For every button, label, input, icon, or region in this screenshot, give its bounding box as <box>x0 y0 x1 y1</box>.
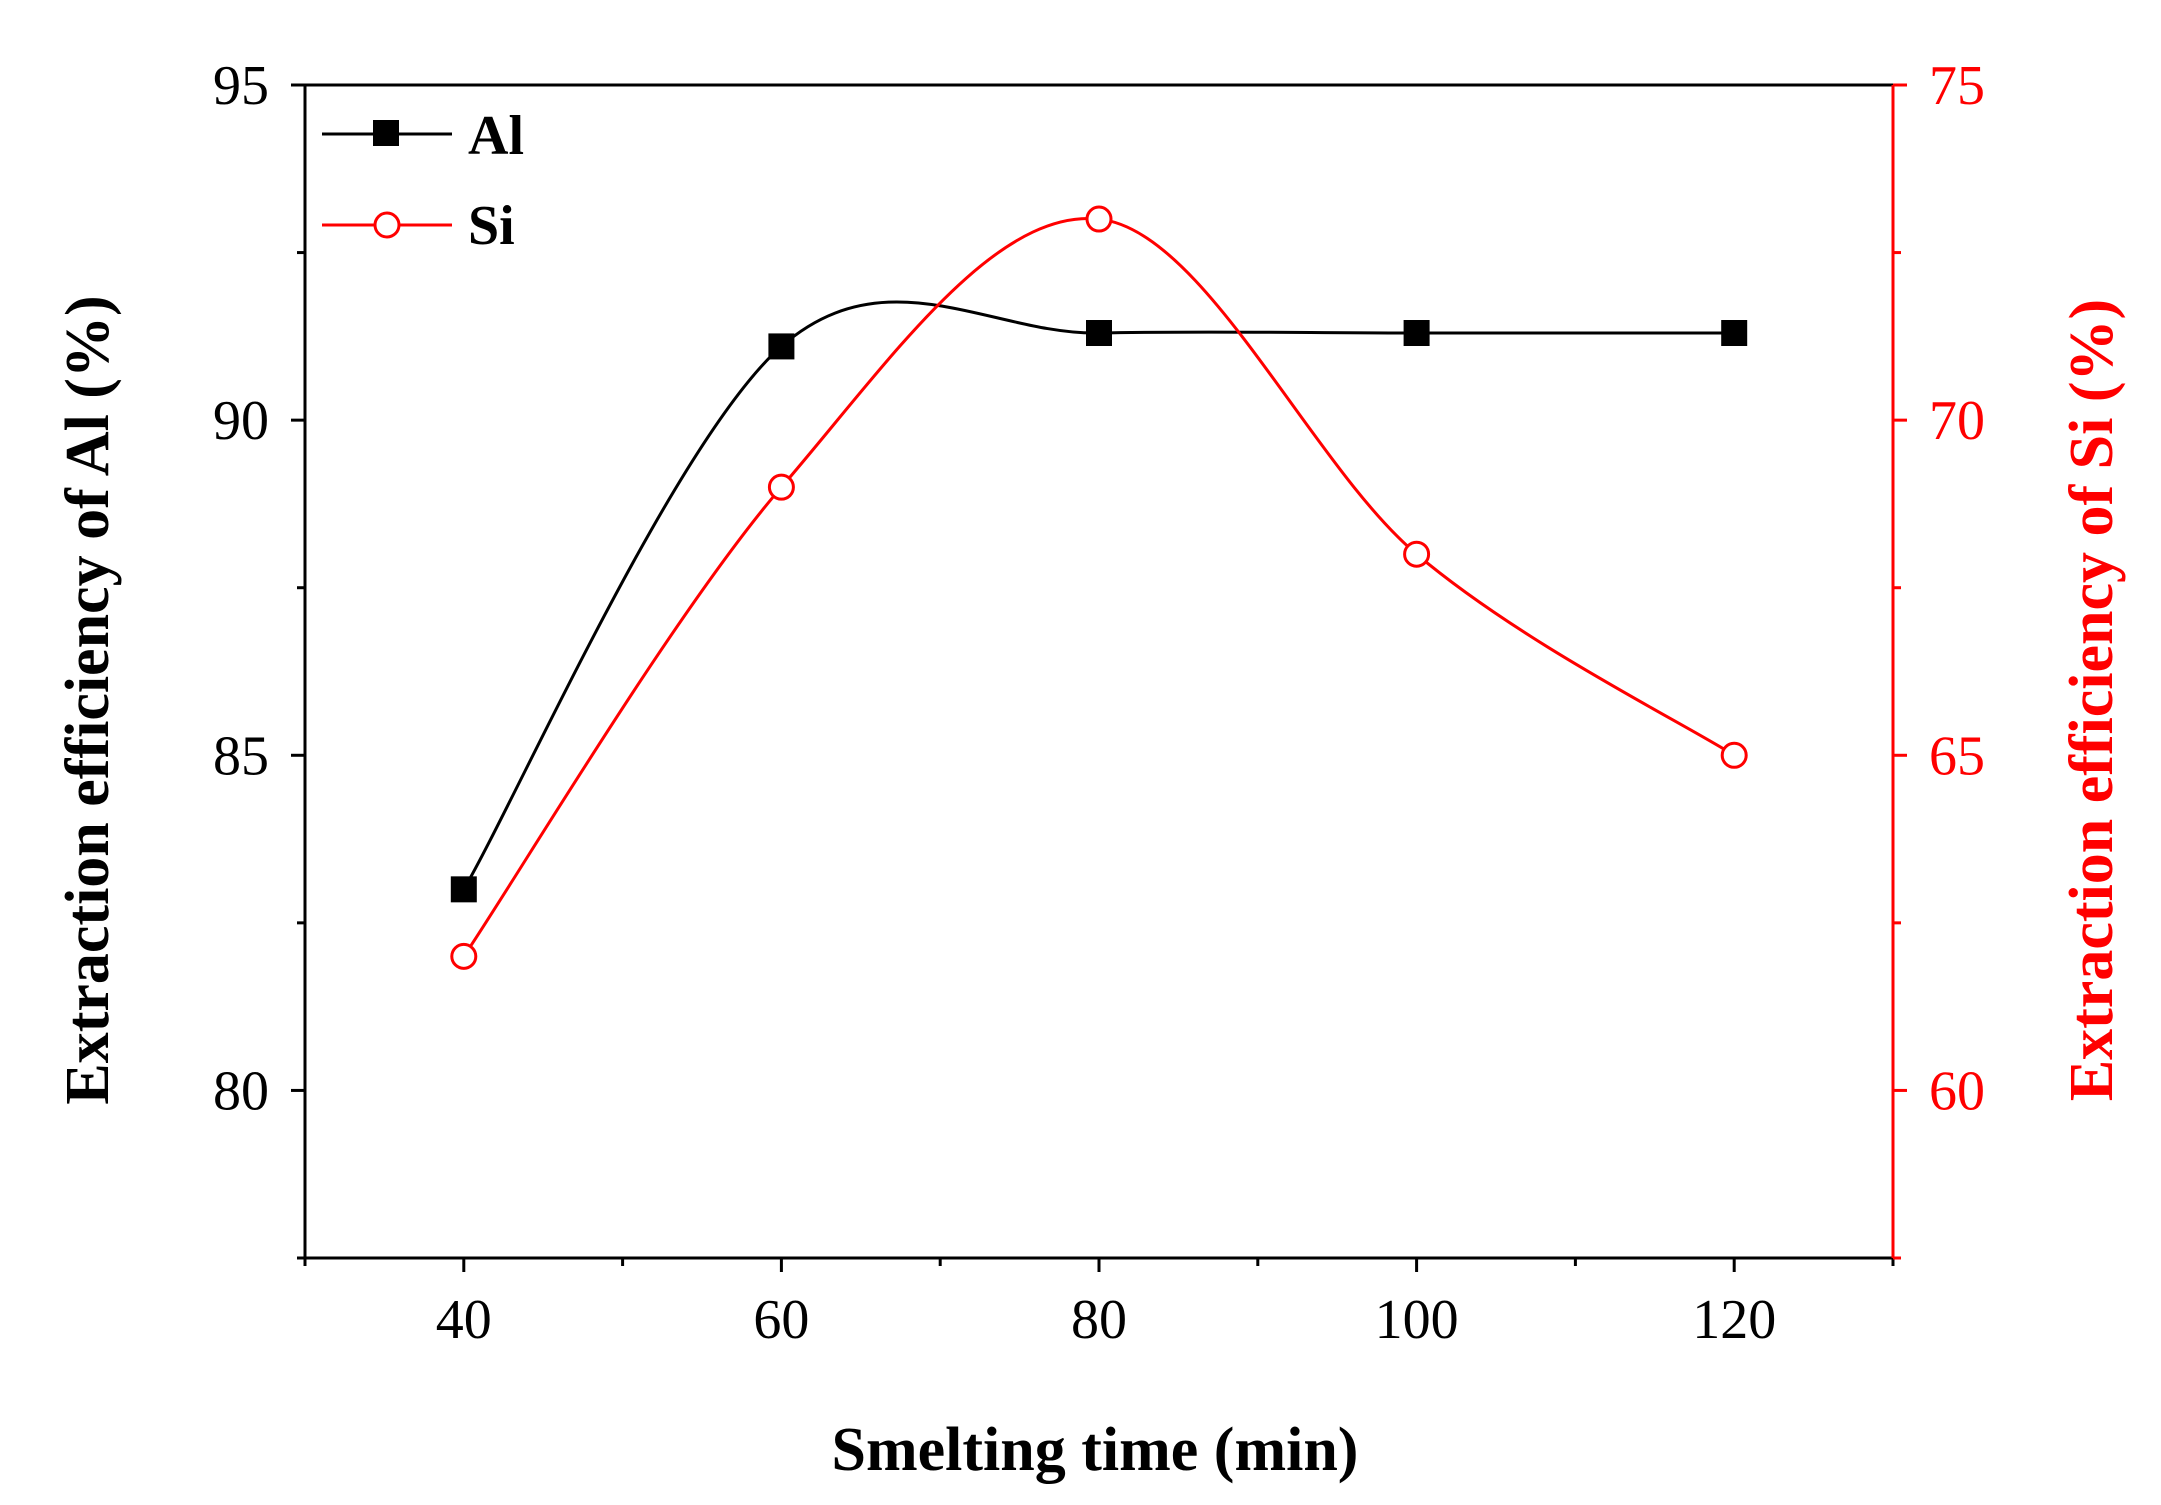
x-tick-label: 80 <box>1071 1289 1127 1351</box>
data-point-si <box>1720 741 1748 769</box>
data-point-si <box>1403 540 1431 568</box>
axes: 40 60 80 100 120 80 85 90 95 60 65 70 75 <box>213 55 1985 1351</box>
x-tick-label: 60 <box>753 1289 809 1351</box>
series-layer <box>450 205 1748 970</box>
y-axis-left-title: Extraction efficiency of Al (%) <box>54 295 122 1104</box>
data-point-al <box>1721 320 1748 347</box>
y-left-tick-label: 85 <box>213 725 269 787</box>
y-right-tick-label: 70 <box>1929 390 1985 452</box>
y-left-tick-label: 90 <box>213 390 269 452</box>
data-point-si <box>450 942 478 970</box>
data-point-si <box>1085 205 1113 233</box>
y-left-tick-label: 80 <box>213 1060 269 1122</box>
series-al-line <box>462 300 1735 891</box>
y-right-tick-label: 60 <box>1929 1060 1985 1122</box>
x-axis-title: Smelting time (min) <box>832 1416 1359 1484</box>
data-point-si <box>767 473 795 501</box>
x-tick-label: 120 <box>1692 1289 1776 1351</box>
y-left-tick-label: 95 <box>213 55 269 117</box>
legend: Al Si <box>322 105 524 257</box>
x-tick-label: 40 <box>436 1289 492 1351</box>
legend-al-marker <box>373 120 399 146</box>
y-axis-right-title: Extraction efficiency of Si (%) <box>2058 299 2126 1101</box>
legend-si-label: Si <box>468 195 515 257</box>
legend-si-marker <box>373 211 401 239</box>
data-point-al <box>1086 320 1112 347</box>
x-tick-label: 100 <box>1375 1289 1459 1351</box>
data-point-al <box>768 333 795 360</box>
y-right-tick-label: 65 <box>1929 725 1985 787</box>
legend-al-label: Al <box>468 105 524 167</box>
y-right-tick-label: 75 <box>1929 55 1985 117</box>
data-point-al <box>1403 320 1430 347</box>
data-point-al <box>450 876 477 903</box>
